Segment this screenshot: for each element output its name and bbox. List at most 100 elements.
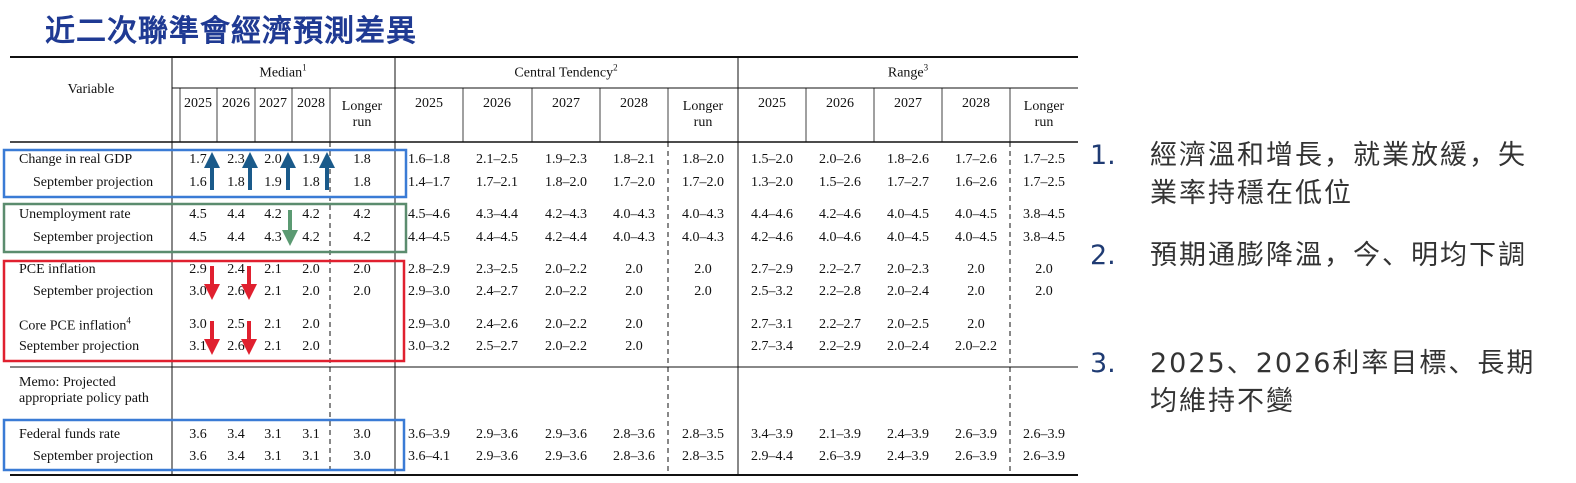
row-label-text: Federal funds rate <box>19 426 121 442</box>
cell-value: 3.6–4.1 <box>408 448 450 464</box>
cell-value: 2.2–2.8 <box>819 283 861 299</box>
column-header: 2028 <box>962 95 990 111</box>
cell-value: 2.0–2.2 <box>545 316 587 332</box>
cell-value: 2.1–3.9 <box>819 426 861 442</box>
cell-value: 1.7 <box>189 151 207 167</box>
group-note: 3 <box>923 62 929 73</box>
cell-value: 2.0 <box>967 316 985 332</box>
group-note: 1 <box>302 62 307 73</box>
cell-value: 2.4–3.9 <box>887 448 929 464</box>
cell-value: 1.7–2.6 <box>955 151 997 167</box>
note-item: 3. 2025、2026利率目標、長期均維持不變 <box>1090 345 1570 421</box>
note-item: 2. 預期通膨降溫，今、明均下調 <box>1090 237 1570 275</box>
row-label-text: Core PCE inflation <box>19 318 127 334</box>
cell-value: 2.4–2.6 <box>476 316 518 332</box>
cell-value: 2.6 <box>227 338 245 354</box>
cell-value: 2.0 <box>625 261 643 277</box>
cell-value: 2.4–2.7 <box>476 283 518 299</box>
cell-value: 2.0 <box>302 316 320 332</box>
cell-value: 1.7–2.0 <box>613 174 655 190</box>
variable-header: Variable <box>67 81 115 97</box>
cell-value: 2.6–3.9 <box>955 426 997 442</box>
cell-value: 2.0 <box>625 338 643 354</box>
cell-value: 2.0 <box>302 338 320 354</box>
cell-value: 1.9 <box>302 151 320 167</box>
column-header: 2026 <box>222 95 250 111</box>
cell-value: 3.6 <box>189 426 207 442</box>
column-header: 2028 <box>297 95 325 111</box>
cell-value: 1.6–1.8 <box>408 151 450 167</box>
row-label-text: PCE inflation <box>19 261 96 277</box>
row-label: September projection <box>19 339 139 355</box>
cell-value: 2.7–3.1 <box>751 316 793 332</box>
cell-value: 4.0–4.3 <box>613 206 655 222</box>
column-header: Longer run <box>1023 98 1065 130</box>
cell-value: 3.6 <box>189 448 207 464</box>
group-note: 2 <box>613 62 618 73</box>
cell-value: 4.5–4.6 <box>408 206 450 222</box>
cell-value: 4.3–4.4 <box>476 206 518 222</box>
cell-value: 2.1–2.5 <box>476 151 518 167</box>
cell-value: 2.8–3.5 <box>682 448 724 464</box>
cell-value: 3.4 <box>227 448 245 464</box>
cell-value: 4.0–4.5 <box>955 206 997 222</box>
column-header: 2026 <box>483 95 511 111</box>
cell-value: 4.3 <box>264 229 282 245</box>
cell-value: 4.2–4.3 <box>545 206 587 222</box>
column-header: 2027 <box>259 95 287 111</box>
cell-value: 4.4 <box>227 229 245 245</box>
cell-value: 2.0–2.2 <box>545 338 587 354</box>
cell-value: 2.5–2.7 <box>476 338 518 354</box>
sub-row-label: September projection <box>33 230 153 246</box>
group-name: Range <box>887 65 924 81</box>
cell-value: 2.0–2.2 <box>955 338 997 354</box>
cell-value: 2.8–2.9 <box>408 261 450 277</box>
cell-value: 2.9–3.0 <box>408 316 450 332</box>
row-label: Federal funds rate <box>19 427 120 443</box>
cell-value: 2.6–3.9 <box>955 448 997 464</box>
cell-value: 1.8 <box>353 174 371 190</box>
rules <box>10 56 1078 476</box>
group-name: Central Tendency <box>514 65 614 81</box>
cell-value: 1.8–2.0 <box>682 151 724 167</box>
group-header: Median1 <box>259 63 306 82</box>
row-label-text: September projection <box>33 229 154 245</box>
cell-value: 2.0 <box>353 261 371 277</box>
cell-value: 4.2–4.6 <box>819 206 861 222</box>
note-marker: 1. <box>1090 140 1116 171</box>
cell-value: 2.2–2.9 <box>819 338 861 354</box>
cell-value: 4.2 <box>302 229 320 245</box>
cell-value: 1.8 <box>227 174 245 190</box>
cell-value: 4.0–4.5 <box>955 229 997 245</box>
cell-value: 4.2–4.6 <box>751 229 793 245</box>
group-header: Range3 <box>888 63 928 82</box>
cell-value: 3.4 <box>227 426 245 442</box>
cell-value: 2.2–2.7 <box>819 316 861 332</box>
sub-row-label: September projection <box>33 284 153 300</box>
cell-value: 2.8–3.6 <box>613 448 655 464</box>
sub-row-label: September projection <box>33 175 153 191</box>
row-label: Change in real GDP <box>19 152 132 168</box>
cell-value: 4.4–4.5 <box>476 229 518 245</box>
row-label: Memo: Projected appropriate policy path <box>19 375 174 407</box>
cell-value: 3.8–4.5 <box>1023 229 1065 245</box>
cell-value: 4.4 <box>227 206 245 222</box>
cell-value: 4.0–4.5 <box>887 229 929 245</box>
cell-value: 2.0–2.3 <box>887 261 929 277</box>
group-header: Central Tendency2 <box>514 63 617 82</box>
cell-value: 1.7–2.1 <box>476 174 518 190</box>
arrows <box>204 152 335 355</box>
column-header: 2025 <box>758 95 786 111</box>
cell-value: 2.0–2.4 <box>887 338 929 354</box>
cell-value: 2.7–3.4 <box>751 338 793 354</box>
cell-value: 2.6–3.9 <box>1023 448 1065 464</box>
cell-value: 2.0 <box>353 283 371 299</box>
column-header: 2027 <box>552 95 580 111</box>
cell-value: 2.8–3.6 <box>613 426 655 442</box>
cell-value: 4.0–4.3 <box>682 206 724 222</box>
cell-value: 1.7–2.5 <box>1023 174 1065 190</box>
cell-value: 3.4–3.9 <box>751 426 793 442</box>
row-label-text: September projection <box>33 174 154 190</box>
